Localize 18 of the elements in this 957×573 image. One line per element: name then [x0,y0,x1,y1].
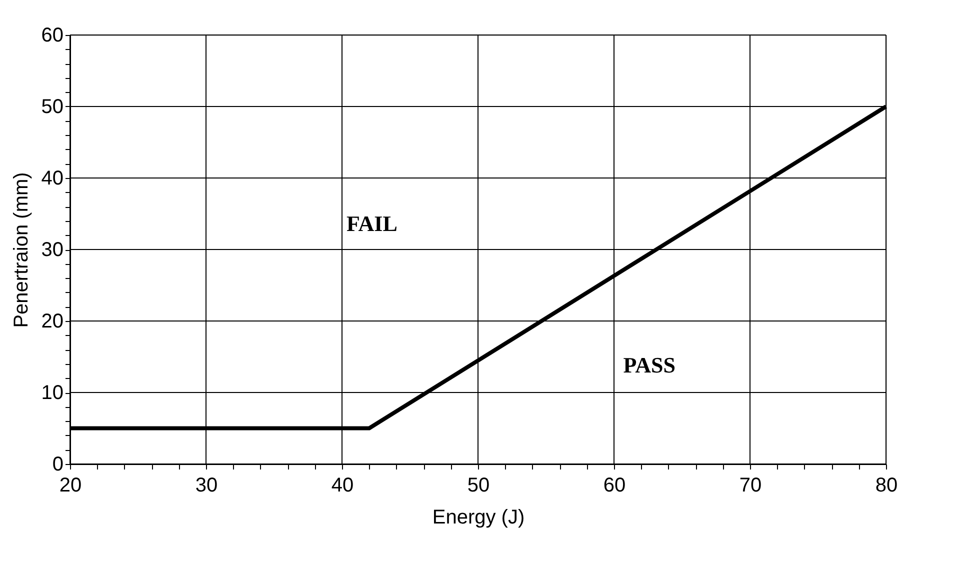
y-tick-label: 50 [41,96,64,118]
annotation: PASS [623,352,676,378]
y-tick-label: 0 [52,454,64,476]
x-tick-label: 60 [603,474,626,496]
x-tick-label: 70 [739,474,762,496]
x-tick-label: 20 [59,474,82,496]
x-tick-label: 40 [331,474,354,496]
y-tick-label: 40 [41,168,64,190]
x-tick-label: 80 [875,474,898,496]
x-tick-label: 50 [467,474,490,496]
y-tick-label: 30 [41,239,64,261]
y-tick-label: 60 [41,24,64,46]
y-tick-label: 20 [41,310,64,332]
x-tick-label: 30 [195,474,218,496]
y-axis-title: Penertraion (mm) [10,172,32,328]
annotation: FAIL [346,210,398,236]
y-tick-label: 10 [41,382,64,404]
x-axis-title: Energy (J) [432,506,525,528]
